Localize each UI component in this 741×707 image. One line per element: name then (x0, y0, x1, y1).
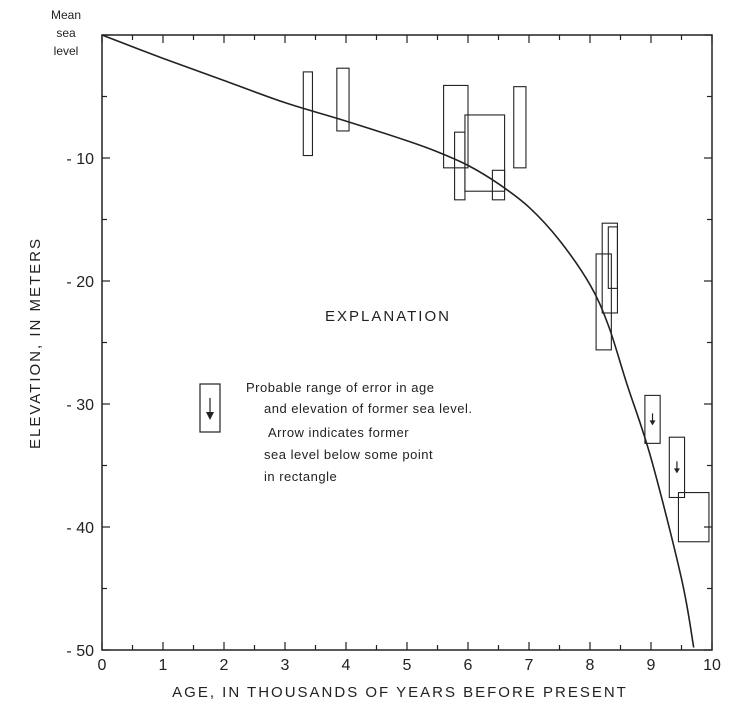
y-tick-label: - 40 (66, 520, 94, 537)
y-axis-title: ELEVATION, IN METERS (27, 237, 44, 449)
error-box (601, 222, 619, 314)
error-box (302, 71, 313, 157)
y-tick-label: - 10 (66, 151, 94, 168)
error-box (443, 84, 469, 169)
error-box (607, 226, 618, 289)
explanation-line-2: and elevation of former sea level. (264, 401, 473, 416)
explanation-line-4: sea level below some point (264, 447, 433, 462)
y-axis-ticks: - 10 - 20 - 30 - 40 - 50 (66, 34, 712, 660)
explanation-line-5: in rectangle (264, 469, 337, 484)
x-tick-label: 10 (703, 657, 721, 674)
explanation-line-3: Arrow indicates former (268, 425, 409, 440)
y-top-label-line-2: sea (56, 26, 76, 40)
error-box-arrow-head (649, 420, 656, 426)
x-tick-label: 7 (525, 657, 534, 674)
y-top-label-line-1: Mean (51, 8, 81, 22)
error-box (595, 253, 612, 351)
error-box (677, 492, 710, 543)
error-boxes (302, 67, 710, 543)
x-axis-ticks: 0 1 2 3 4 5 6 7 8 9 10 (98, 35, 721, 674)
error-box (464, 114, 506, 192)
x-tick-label: 2 (220, 657, 229, 674)
error-box (668, 436, 686, 499)
x-tick-label: 9 (647, 657, 656, 674)
y-tick-label: - 50 (66, 643, 94, 660)
x-tick-label: 6 (464, 657, 473, 674)
y-tick-label: - 20 (66, 274, 94, 291)
x-tick-label: 3 (281, 657, 290, 674)
x-tick-label: 8 (586, 657, 595, 674)
y-top-label: Mean sea level (51, 8, 81, 58)
y-top-label-line-3: level (54, 44, 79, 58)
x-tick-label: 5 (403, 657, 412, 674)
error-box (336, 67, 350, 132)
error-box (644, 394, 661, 444)
error-box (454, 131, 466, 201)
error-box (491, 169, 506, 201)
x-tick-label: 4 (342, 657, 351, 674)
error-box-arrow-head (673, 468, 680, 474)
explanation-legend-arrow-head (206, 412, 214, 420)
sea-level-curve (101, 34, 695, 648)
x-tick-label: 0 (98, 657, 107, 674)
y-tick-label: - 30 (66, 397, 94, 414)
explanation: EXPLANATION Probable range of error in a… (199, 308, 473, 484)
plot-frame (101, 34, 713, 651)
explanation-legend-box (199, 383, 221, 433)
x-axis-title: AGE, IN THOUSANDS OF YEARS BEFORE PRESEN… (172, 684, 628, 701)
explanation-line-1: Probable range of error in age (246, 380, 434, 395)
x-tick-label: 1 (159, 657, 168, 674)
error-box (513, 86, 527, 169)
explanation-title: EXPLANATION (325, 308, 451, 325)
